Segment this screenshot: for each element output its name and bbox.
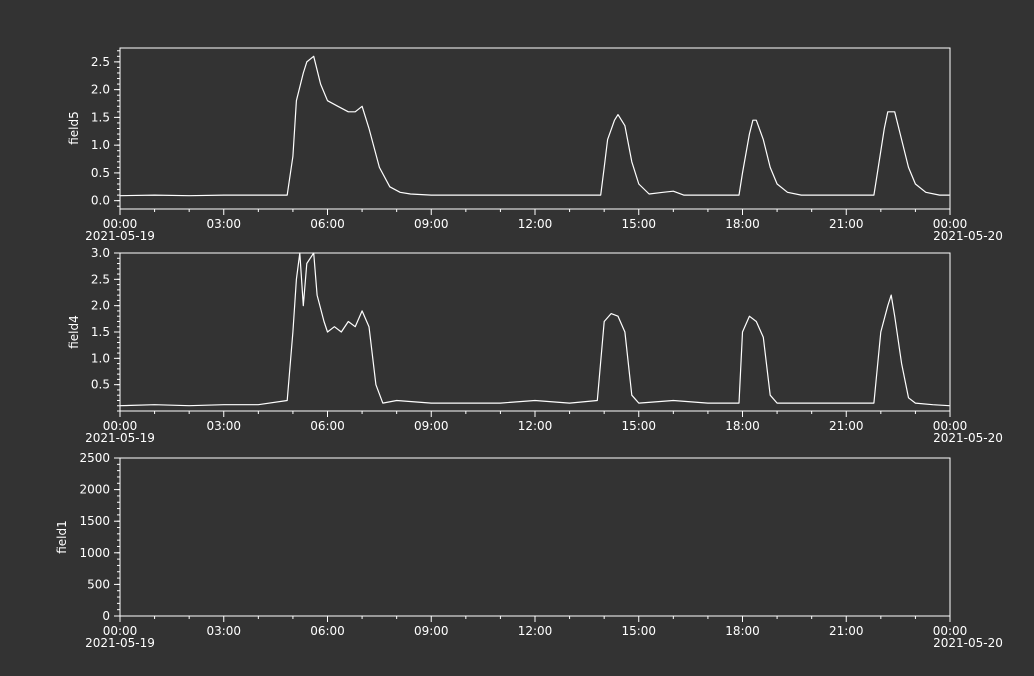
x-tick-label: 06:00: [310, 624, 345, 638]
y-axis-label: field4: [67, 315, 81, 349]
x-tick-label: 03:00: [206, 419, 241, 433]
x-tick-label: 12:00: [518, 217, 553, 231]
y-tick-label: 1.0: [91, 351, 110, 365]
x-end-date-label: 2021-05-20: [933, 636, 1003, 650]
series-lines: [119, 55, 950, 197]
y-axis: 0.5 1.0 1.5 2.0 2.5 3.0: [91, 246, 120, 412]
x-end-date-label: 2021-05-20: [933, 229, 1003, 243]
y-tick-label: 0: [102, 609, 110, 623]
x-tick-label: 09:00: [414, 419, 449, 433]
y-tick-label: 500: [87, 577, 110, 591]
y-axis-label: field5: [67, 111, 81, 145]
x-tick-label: 00:00: [933, 624, 968, 638]
x-tick-label: 18:00: [725, 624, 760, 638]
y-tick-label: 2.5: [91, 55, 110, 69]
y-axis: 0 500 1000 1500 2000 2500: [79, 451, 120, 623]
x-tick-label: 06:00: [310, 217, 345, 231]
x-tick-label: 15:00: [621, 419, 656, 433]
x-tick-label: 09:00: [414, 624, 449, 638]
x-tick-label: 03:00: [206, 217, 241, 231]
x-start-date-label: 2021-05-19: [85, 636, 155, 650]
y-tick-label: 1.0: [91, 138, 110, 152]
y-tick-label: 0.0: [91, 194, 110, 208]
y-tick-label: 2.0: [91, 299, 110, 313]
x-tick-label: 21:00: [829, 624, 864, 638]
x-tick-label: 00:00: [103, 419, 138, 433]
x-tick-label: 00:00: [933, 217, 968, 231]
x-tick-label: 12:00: [518, 419, 553, 433]
y-tick-label: 3.0: [91, 246, 110, 260]
x-tick-label: 00:00: [103, 624, 138, 638]
y-tick-label: 1000: [79, 546, 110, 560]
x-tick-label: 00:00: [933, 419, 968, 433]
y-axis-label: field1: [55, 520, 69, 554]
panel-field4: 0.5 1.0 1.5 2.0 2.5 3.0 00:00 03:00 06:00 09:00 1…: [67, 246, 1003, 445]
y-tick-label: 1.5: [91, 325, 110, 339]
x-tick-label: 09:00: [414, 217, 449, 231]
x-tick-label: 12:00: [518, 624, 553, 638]
x-tick-label: 15:00: [621, 217, 656, 231]
y-tick-label: 1.5: [91, 110, 110, 124]
x-start-date-label: 2021-05-19: [85, 229, 155, 243]
x-end-date-label: 2021-05-20: [933, 431, 1003, 445]
x-start-date-label: 2021-05-19: [85, 431, 155, 445]
series-lines: [119, 252, 950, 407]
y-tick-label: 2.5: [91, 272, 110, 286]
series-line: [119, 55, 950, 197]
x-tick-label: 06:00: [310, 419, 345, 433]
x-tick-label: 03:00: [206, 624, 241, 638]
y-tick-label: 2500: [79, 451, 110, 465]
y-tick-label: 2000: [79, 483, 110, 497]
x-tick-label: 15:00: [621, 624, 656, 638]
x-axis: 00:00 03:00 06:00 09:00 12:00 15:00 18:00 21:00…: [85, 411, 1003, 445]
series-line: [119, 252, 950, 407]
x-tick-label: 00:00: [103, 217, 138, 231]
panel-field5: 0.0 0.5 1.0 1.5 2.0 2.5 00:00 03:00 06:00 09:00 1…: [67, 47, 1003, 243]
y-axis: 0.0 0.5 1.0 1.5 2.0 2.5: [91, 50, 120, 208]
x-tick-label: 18:00: [725, 217, 760, 231]
x-axis: 00:00 03:00 06:00 09:00 12:00 15:00 18:00 21:00…: [85, 209, 1003, 243]
x-tick-label: 21:00: [829, 217, 864, 231]
x-tick-label: 21:00: [829, 419, 864, 433]
x-axis: 00:00 03:00 06:00 09:00 12:00 15:00 18:00 21:00…: [85, 616, 1003, 650]
y-tick-label: 0.5: [91, 166, 110, 180]
panel-field1: 0 500 1000 1500 2000 2500 00:00 03:00 06:00 09:0…: [55, 451, 1003, 650]
y-tick-label: 2.0: [91, 83, 110, 97]
y-tick-label: 0.5: [91, 378, 110, 392]
x-tick-label: 18:00: [725, 419, 760, 433]
y-tick-label: 1500: [79, 514, 110, 528]
